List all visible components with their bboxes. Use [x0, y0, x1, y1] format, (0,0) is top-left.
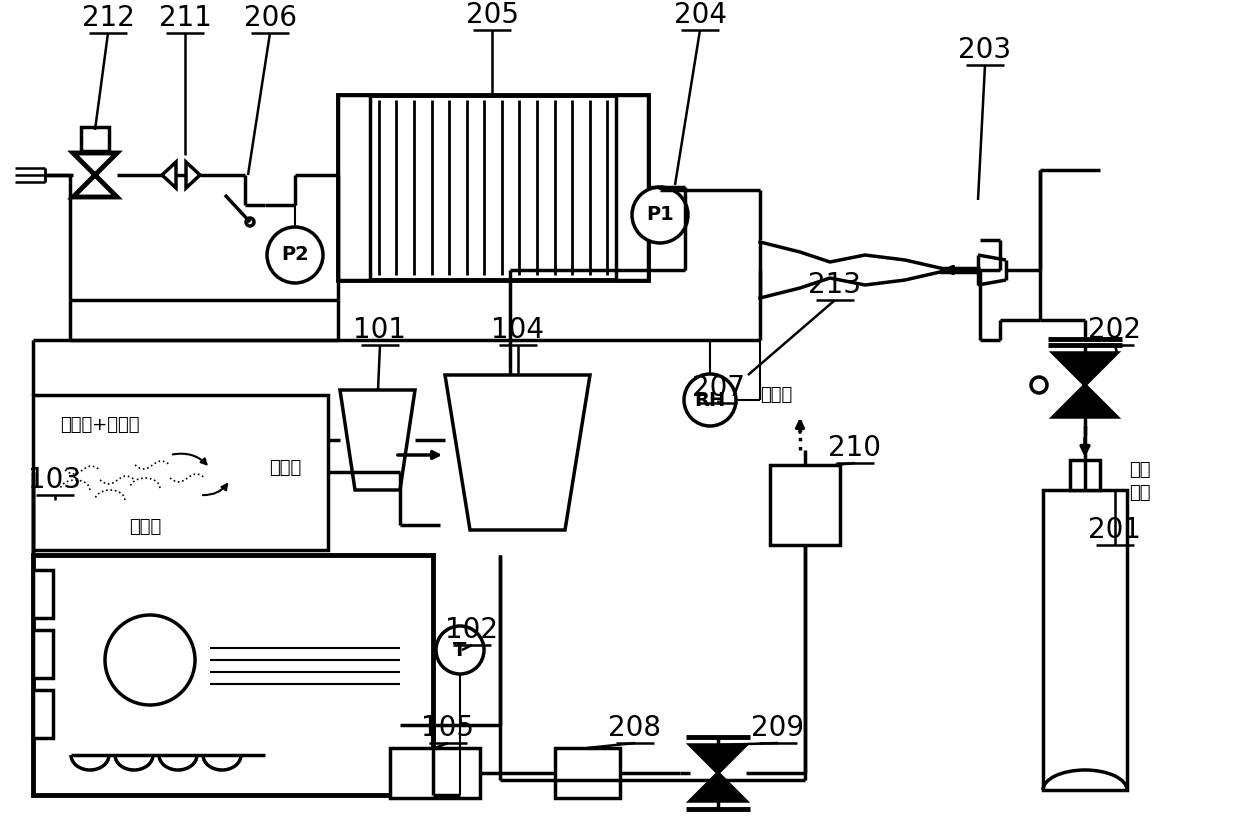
Polygon shape	[186, 162, 200, 188]
Text: 高纯: 高纯	[1130, 461, 1151, 479]
Text: 202: 202	[1089, 316, 1142, 344]
Text: 203: 203	[959, 36, 1012, 64]
Text: P1: P1	[646, 205, 673, 224]
Bar	[33, 395, 329, 550]
Bar	[1070, 460, 1100, 490]
Bar	[339, 95, 649, 280]
Bar	[33, 630, 53, 678]
Circle shape	[684, 374, 737, 426]
Text: 207: 207	[692, 374, 744, 402]
Bar	[81, 127, 109, 151]
Text: 101: 101	[353, 316, 407, 344]
Text: 206: 206	[243, 4, 296, 32]
Circle shape	[436, 626, 484, 674]
Text: P2: P2	[281, 245, 309, 264]
Circle shape	[105, 615, 195, 705]
Text: 201: 201	[1089, 516, 1142, 544]
Polygon shape	[689, 773, 746, 801]
Text: 102: 102	[445, 616, 498, 644]
Polygon shape	[162, 162, 176, 188]
Bar	[339, 95, 370, 280]
Text: 103: 103	[29, 466, 82, 494]
Text: 氢气: 氢气	[1130, 484, 1151, 502]
Text: 211: 211	[159, 4, 212, 32]
Circle shape	[632, 187, 688, 243]
Text: 212: 212	[82, 4, 134, 32]
Text: 液态水: 液态水	[760, 386, 792, 404]
Bar	[1043, 490, 1127, 790]
Text: 210: 210	[828, 434, 882, 462]
Circle shape	[246, 218, 254, 226]
Bar	[33, 690, 53, 738]
Bar	[556, 748, 620, 798]
Text: 湿氢气: 湿氢气	[269, 459, 301, 477]
Polygon shape	[1053, 385, 1117, 417]
Text: T: T	[454, 640, 466, 659]
Polygon shape	[73, 153, 117, 197]
Text: 213: 213	[808, 271, 862, 299]
Text: 105: 105	[422, 714, 475, 742]
Polygon shape	[340, 390, 415, 490]
Polygon shape	[689, 745, 746, 773]
Circle shape	[267, 227, 322, 283]
Text: 208: 208	[609, 714, 661, 742]
Text: 204: 204	[673, 1, 727, 29]
Circle shape	[1030, 377, 1047, 393]
Text: 209: 209	[751, 714, 805, 742]
Bar	[391, 748, 480, 798]
Bar	[33, 570, 53, 618]
Bar	[33, 555, 433, 795]
Polygon shape	[1053, 353, 1117, 385]
Bar	[616, 95, 649, 280]
Text: 104: 104	[491, 316, 544, 344]
Text: RH: RH	[694, 390, 725, 410]
Polygon shape	[445, 375, 590, 530]
Bar	[770, 465, 839, 545]
Text: 205: 205	[465, 1, 518, 29]
Text: 液态水: 液态水	[129, 518, 161, 536]
Text: 湿氢气+液态水: 湿氢气+液态水	[60, 416, 139, 434]
